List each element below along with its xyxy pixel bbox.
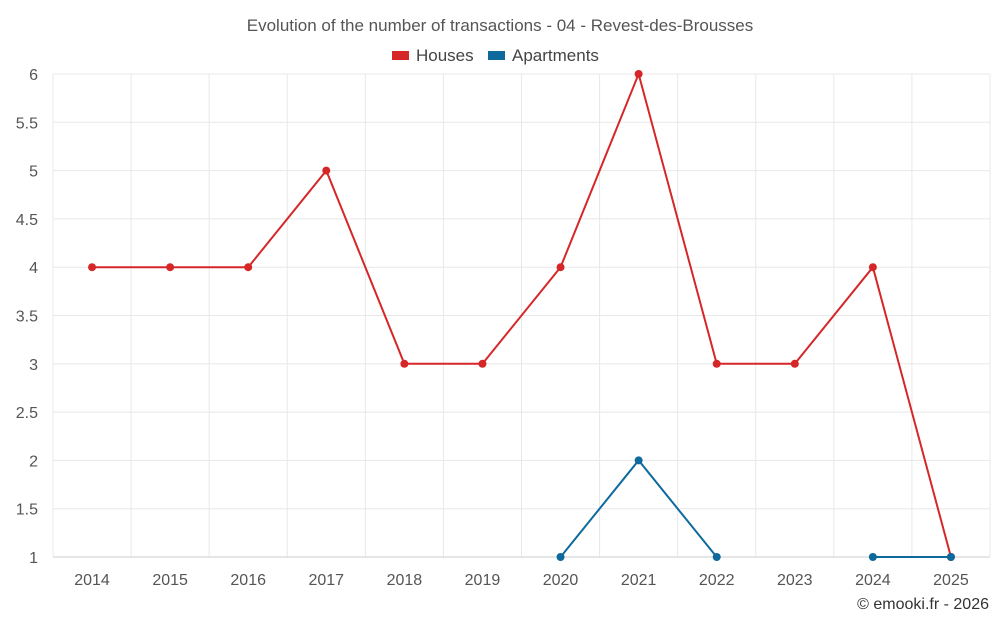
- data-point-apartments[interactable]: [946, 553, 955, 561]
- legend-label-apartments: Apartments: [512, 46, 599, 65]
- data-point-houses[interactable]: [88, 263, 97, 272]
- y-axis: 1 1.5 2 2.5 3 3.5 4 4.5 5 5.5 6: [16, 67, 38, 567]
- x-tick-label: 2015: [152, 572, 188, 589]
- legend-item-houses[interactable]: Houses: [392, 46, 474, 65]
- y-tick-label: 1: [29, 550, 38, 567]
- legend-item-apartments[interactable]: Apartments: [488, 46, 599, 65]
- series-line-houses: [92, 70, 952, 558]
- legend: Houses Apartments: [392, 46, 599, 65]
- x-axis: 2014 2015 2016 2017 2018 2019 2020 2021 2022 2023…: [53, 556, 990, 589]
- data-point-houses[interactable]: [712, 359, 721, 368]
- y-tick-label: 4: [29, 260, 38, 277]
- legend-swatch-houses: [392, 51, 409, 60]
- y-tick-label: 3.5: [16, 309, 38, 326]
- y-tick-label: 1.5: [16, 502, 38, 519]
- legend-label-houses: Houses: [416, 46, 474, 65]
- x-tick-label: 2020: [543, 572, 579, 589]
- credit-text: © emooki.fr - 2026: [857, 596, 989, 613]
- data-point-apartments[interactable]: [712, 553, 721, 561]
- data-point-houses[interactable]: [244, 263, 253, 272]
- y-tick-label: 5.5: [16, 115, 38, 132]
- x-tick-label: 2019: [465, 572, 501, 589]
- y-tick-label: 2: [29, 453, 38, 470]
- x-tick-label: 2018: [387, 572, 423, 589]
- x-tick-label: 2024: [855, 572, 891, 589]
- data-point-houses[interactable]: [322, 166, 331, 175]
- data-point-houses[interactable]: [868, 263, 877, 272]
- data-point-houses[interactable]: [790, 359, 799, 368]
- data-point-apartments[interactable]: [868, 553, 877, 561]
- x-tick-label: 2023: [777, 572, 813, 589]
- data-point-apartments[interactable]: [556, 553, 565, 561]
- series: [88, 70, 955, 561]
- x-tick-label: 2025: [933, 572, 969, 589]
- x-tick-label: 2017: [308, 572, 344, 589]
- y-tick-label: 3: [29, 357, 38, 374]
- y-tick-label: 2.5: [16, 405, 38, 422]
- chart-title: Evolution of the number of transactions …: [247, 16, 753, 35]
- series-apartments: [556, 456, 955, 561]
- y-tick-label: 6: [29, 67, 38, 84]
- data-point-houses[interactable]: [400, 359, 409, 368]
- x-tick-label: 2016: [230, 572, 266, 589]
- data-point-houses[interactable]: [634, 70, 643, 78]
- legend-swatch-apartments: [488, 51, 505, 60]
- data-point-houses[interactable]: [166, 263, 175, 272]
- data-point-houses[interactable]: [478, 359, 487, 368]
- y-tick-label: 5: [29, 164, 38, 181]
- x-tick-label: 2021: [621, 572, 657, 589]
- data-point-houses[interactable]: [556, 263, 565, 272]
- data-point-apartments[interactable]: [634, 456, 643, 465]
- y-tick-label: 4.5: [16, 212, 38, 229]
- x-tick-label: 2022: [699, 572, 735, 589]
- x-tick-label: 2014: [74, 572, 110, 589]
